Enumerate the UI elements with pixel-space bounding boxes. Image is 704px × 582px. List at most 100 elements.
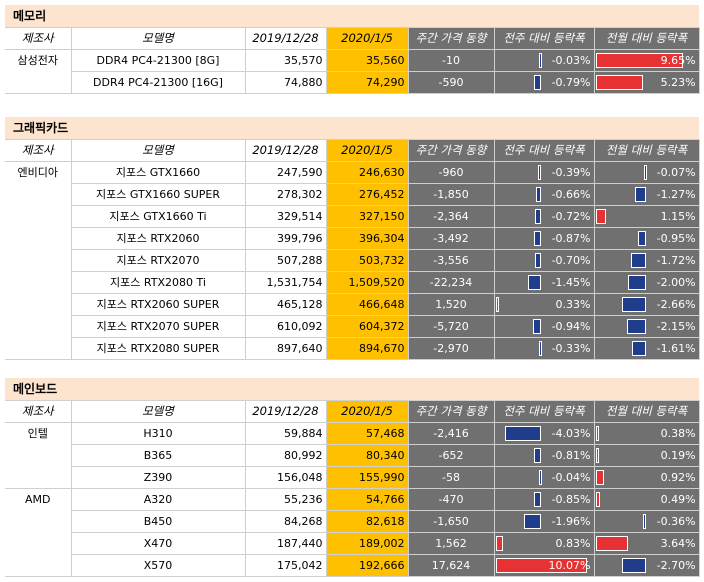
wow-bar [495,296,499,312]
mom-bar [628,274,647,290]
price-current-cell: 155,990 [326,466,409,489]
mom-bar [595,52,683,68]
header-maker: 제조사 [5,400,72,423]
maker-cell [5,293,72,315]
wow-bar [532,318,542,334]
maker-cell [5,205,72,227]
maker-cell [5,554,72,577]
maker-cell: AMD [5,488,72,510]
price-prev-cell: 55,236 [245,488,327,511]
wow-bar [505,425,542,441]
maker-cell [5,183,72,205]
maker-cell: 삼성전자 [5,49,72,71]
price-current-cell: 189,002 [326,532,409,555]
table-row: 지포스 GTX1660 Ti 329,514 327,150 -2,364 -0.72%… [5,205,700,228]
weekly-change-cell: -2,416 [408,422,495,445]
weekly-change-cell: -1,850 [408,183,495,206]
weekly-change-cell: -3,556 [408,249,495,272]
mom-bar [630,252,647,268]
section-title-row: 메인보드 [5,378,700,401]
header-mom-pct: 전월 대비 등락폭 [594,400,700,423]
header-date2: 2020/1/5 [326,400,409,423]
wow-pct-cell: -0.85% [494,488,595,511]
section-title-row: 메모리 [5,5,700,28]
mom-pct-cell: 0.92% [594,466,700,489]
mom-pct-cell: -2.66% [594,293,700,316]
wow-pct-value: -0.33% [551,341,591,355]
mom-pct-value: -1.27% [656,187,696,201]
wow-pct-cell: -0.70% [494,249,595,272]
price-prev-cell: 610,092 [245,315,327,338]
weekly-change-cell: -590 [408,71,495,94]
mom-bar [631,340,647,356]
maker-cell [5,227,72,249]
mom-pct-cell: 9.65% [594,49,700,72]
mom-pct-value: -1.61% [656,341,696,355]
wow-bar [535,186,542,202]
mom-pct-value: -2.15% [656,319,696,333]
model-cell: 지포스 RTX2080 SUPER [71,337,246,360]
wow-bar [523,513,542,529]
table-row: X470 187,440 189,002 1,562 0.83% 3.64% [5,532,700,555]
wow-pct-value: -0.81% [551,448,591,462]
wow-pct-value: -0.87% [551,231,591,245]
table-row: B450 84,268 82,618 -1,650 -1.96% -0.36% [5,510,700,533]
weekly-change-cell: 1,520 [408,293,495,316]
mom-pct-cell: -1.61% [594,337,700,360]
wow-pct-cell: -0.04% [494,466,595,489]
wow-bar [538,52,542,68]
price-prev-cell: 175,042 [245,554,327,577]
mom-pct-cell: -2.70% [594,554,700,577]
model-cell: X470 [71,532,246,555]
header-weekly-change: 주간 가격 동향 [408,27,495,50]
wow-pct-value: -0.94% [551,319,591,333]
wow-pct-value: -1.96% [551,514,591,528]
price-current-cell: 396,304 [326,227,409,250]
header-row: 제조사 모델명 2019/12/28 2020/1/5 주간 가격 동향 전주 대비 등락… [5,400,700,423]
table-row: 삼성전자 DDR4 PC4-21300 [8G] 35,570 35,560 -10 -0… [5,49,700,72]
header-mom-pct: 전월 대비 등락폭 [594,27,700,50]
wow-pct-cell: 10.07% [494,554,595,577]
table-row: B365 80,992 80,340 -652 -0.81% 0.19% [5,444,700,467]
price-prev-cell: 35,570 [245,49,327,72]
table-row: 지포스 RTX2070 507,288 503,732 -3,556 -0.70% -1.… [5,249,700,272]
model-cell: A320 [71,488,246,511]
wow-pct-value: -0.79% [551,75,591,89]
model-cell: 지포스 GTX1660 SUPER [71,183,246,206]
wow-bar [538,340,542,356]
wow-bar [528,274,542,290]
wow-pct-value: -0.03% [551,53,591,67]
model-cell: DDR4 PC4-21300 [16G] [71,71,246,94]
mom-pct-value: 9.65% [660,53,696,67]
maker-cell: 인텔 [5,422,72,444]
wow-pct-cell: -0.94% [494,315,595,338]
price-prev-cell: 80,992 [245,444,327,467]
mom-pct-value: 1.15% [660,209,696,223]
price-current-cell: 192,666 [326,554,409,577]
wow-pct-value: -0.70% [551,253,591,267]
weekly-change-cell: -1,650 [408,510,495,533]
price-current-cell: 503,732 [326,249,409,272]
model-cell: 지포스 RTX2070 [71,249,246,272]
mom-pct-value: -0.07% [656,165,696,179]
mom-pct-cell: -1.72% [594,249,700,272]
price-current-cell: 466,648 [326,293,409,316]
wow-bar [537,164,542,180]
wow-pct-value: -0.66% [551,187,591,201]
price-current-cell: 54,766 [326,488,409,511]
price-current-cell: 894,670 [326,337,409,360]
mom-bar [635,186,647,202]
mom-pct-cell: -0.07% [594,161,700,184]
price-prev-cell: 59,884 [245,422,327,445]
maker-cell [5,315,72,337]
mom-pct-value: -0.36% [656,514,696,528]
wow-pct-cell: -0.81% [494,444,595,467]
section-title: 그래픽카드 [5,117,700,140]
section-title: 메모리 [5,5,700,28]
wow-pct-cell: -1.96% [494,510,595,533]
section-title-row: 그래픽카드 [5,117,700,140]
mom-pct-cell: -0.36% [594,510,700,533]
weekly-change-cell: -470 [408,488,495,511]
mom-bar [643,513,647,529]
price-current-cell: 74,290 [326,71,409,94]
